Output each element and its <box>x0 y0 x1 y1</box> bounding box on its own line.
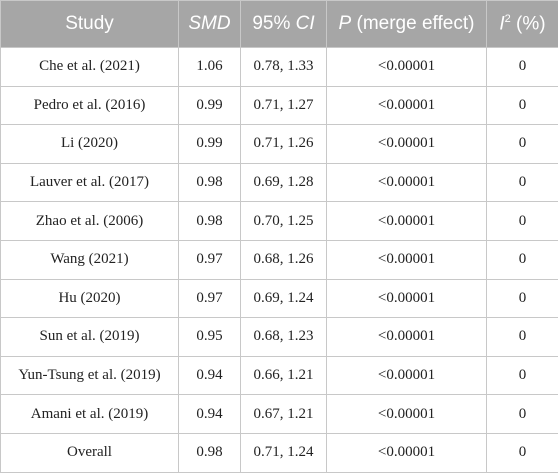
table-cell: 0.71, 1.24 <box>240 432 327 473</box>
table-cell: <0.00001 <box>326 85 487 126</box>
table-cell: <0.00001 <box>326 432 487 473</box>
table-cell: Yun-Tsung et al. (2019) <box>0 355 179 396</box>
table-cell: <0.00001 <box>326 124 487 164</box>
table-cell: <0.00001 <box>326 47 487 87</box>
table-cell: 0.69, 1.28 <box>240 162 327 203</box>
table-cell: 0.94 <box>178 394 241 434</box>
table-cell: 0.99 <box>178 85 241 126</box>
table-cell: Wang (2021) <box>0 239 179 280</box>
table-row: Amani et al. (2019) 0.94 0.67, 1.21 <0.0000… <box>0 394 558 434</box>
table-cell: 0.78, 1.33 <box>240 47 327 87</box>
table-cell: <0.00001 <box>326 239 487 280</box>
header-cell: 95% CI <box>240 0 327 48</box>
table-cell: 0.98 <box>178 432 241 473</box>
header-text: (merge effect) <box>351 13 475 34</box>
table-cell: 0 <box>486 85 558 126</box>
header-text: (%) <box>510 13 546 35</box>
table-row: Zhao et al. (2006) 0.98 0.70, 1.25 <0.00001… <box>0 201 558 241</box>
header-text: Study <box>65 13 114 34</box>
header-text: CI <box>295 13 315 34</box>
table-cell: 1.06 <box>178 47 241 87</box>
table-row: Sun et al. (2019) 0.95 0.68, 1.23 <0.00001 0 <box>0 317 558 357</box>
table-cell: <0.00001 <box>326 201 487 241</box>
table-cell: 0.68, 1.26 <box>240 239 327 280</box>
table-cell: Sun et al. (2019) <box>0 317 179 357</box>
table-cell: 0.70, 1.25 <box>240 201 327 241</box>
table-cell: Overall <box>0 432 179 473</box>
table-row: Wang (2021) 0.97 0.68, 1.26 <0.00001 0 <box>0 239 558 280</box>
table-row: Che et al. (2021) 1.06 0.78, 1.33 <0.00001 0 <box>0 47 558 87</box>
table-cell: Hu (2020) <box>0 278 179 319</box>
table-cell: Zhao et al. (2006) <box>0 201 179 241</box>
table-cell: 0.71, 1.27 <box>240 85 327 126</box>
header-cell: SMD <box>178 0 241 48</box>
table-cell: 0.69, 1.24 <box>240 278 327 319</box>
table-cell: <0.00001 <box>326 278 487 319</box>
header-cell: P (merge effect) <box>326 0 487 48</box>
table-cell: 0.94 <box>178 355 241 396</box>
table-cell: Lauver et al. (2017) <box>0 162 179 203</box>
table-cell: 0 <box>486 239 558 280</box>
table-row: Li (2020) 0.99 0.71, 1.26 <0.00001 0 <box>0 124 558 164</box>
table-cell: Li (2020) <box>0 124 179 164</box>
header-row: Study SMD 95% CI P (merge effect) I2 (%) <box>0 0 558 48</box>
header-text: I <box>499 13 505 35</box>
table-cell: 0.97 <box>178 278 241 319</box>
table-header: Study SMD 95% CI P (merge effect) I2 (%) <box>0 0 558 48</box>
table-cell: 0.99 <box>178 124 241 164</box>
table-row: Overall 0.98 0.71, 1.24 <0.00001 0 <box>0 432 558 473</box>
header-text: 95% <box>252 13 296 34</box>
table-cell: 0.66, 1.21 <box>240 355 327 396</box>
table-row: Pedro et al. (2016) 0.99 0.71, 1.27 <0.0000… <box>0 85 558 126</box>
table-cell: 0 <box>486 278 558 319</box>
table-cell: Che et al. (2021) <box>0 47 179 87</box>
table-body: Che et al. (2021) 1.06 0.78, 1.33 <0.00001 0… <box>0 47 558 473</box>
table-cell: Pedro et al. (2016) <box>0 85 179 126</box>
table-cell: 0 <box>486 162 558 203</box>
header-superscript: 2 <box>504 12 511 25</box>
header-text: SMD <box>188 13 231 34</box>
table-cell: 0.98 <box>178 162 241 203</box>
table-cell: 0.68, 1.23 <box>240 317 327 357</box>
table-cell: 0.67, 1.21 <box>240 394 327 434</box>
table-cell: <0.00001 <box>326 162 487 203</box>
table-cell: 0 <box>486 355 558 396</box>
header-text: P <box>338 13 352 34</box>
table-cell: Amani et al. (2019) <box>0 394 179 434</box>
table-cell: 0.98 <box>178 201 241 241</box>
table-cell: 0 <box>486 124 558 164</box>
table-cell: 0 <box>486 317 558 357</box>
table-cell: <0.00001 <box>326 317 487 357</box>
header-cell: I2 (%) <box>486 0 558 48</box>
table-cell: 0 <box>486 394 558 434</box>
table-cell: <0.00001 <box>326 394 487 434</box>
table-cell: <0.00001 <box>326 355 487 396</box>
table-cell: 0.95 <box>178 317 241 357</box>
table-cell: 0 <box>486 201 558 241</box>
table-cell: 0 <box>486 47 558 87</box>
table-row: Yun-Tsung et al. (2019) 0.94 0.66, 1.21 <0.… <box>0 355 558 396</box>
table-cell: 0.71, 1.26 <box>240 124 327 164</box>
table-cell: 0.97 <box>178 239 241 280</box>
header-cell: Study <box>0 0 179 48</box>
table-cell: 0 <box>486 432 558 473</box>
table-row: Lauver et al. (2017) 0.98 0.69, 1.28 <0.000… <box>0 162 558 203</box>
table-row: Hu (2020) 0.97 0.69, 1.24 <0.00001 0 <box>0 278 558 319</box>
